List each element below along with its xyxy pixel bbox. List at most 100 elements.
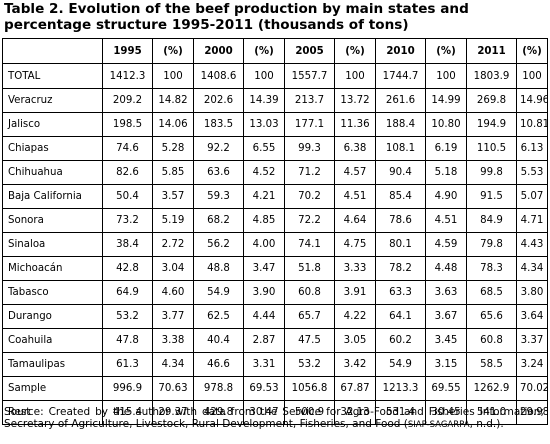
value-cell: 3.90 [243,280,285,305]
value-cell: 3.63 [425,280,467,305]
value-cell: 53.2 [102,304,153,329]
value-cell: 5.53 [516,160,548,185]
value-cell: 1408.6 [193,63,244,89]
value-cell: 85.4 [375,184,426,209]
header-cell: (%) [425,38,467,64]
value-cell: 269.8 [466,88,517,113]
value-cell: 54.9 [375,352,426,377]
value-cell: 14.06 [152,112,194,137]
value-cell: 4.75 [334,232,376,257]
header-cell: (%) [516,38,548,64]
source-note: Source: Created by the author with data … [4,406,544,431]
value-cell: 70.02 [516,376,548,401]
value-cell: 13.03 [243,112,285,137]
value-cell: 72.2 [284,208,335,233]
table-row: Chiapas 74.6 5.28 92.2 6.55 99.3 6.38 108.1 6.19… [2,136,548,161]
value-cell: 6.13 [516,136,548,161]
value-cell: 69.53 [243,376,285,401]
state-name-cell: Tamaulipas [2,352,103,377]
value-cell: 14.39 [243,88,285,113]
value-cell: 4.48 [425,256,467,281]
value-cell: 63.3 [375,280,426,305]
table-row: Michoacán 42.8 3.04 48.8 3.47 51.8 3.33 78.2 4.4… [2,256,548,281]
value-cell: 261.6 [375,88,426,113]
value-cell: 63.6 [193,160,244,185]
value-cell: 4.59 [425,232,467,257]
value-cell: 62.5 [193,304,244,329]
value-cell: 68.2 [193,208,244,233]
value-cell: 78.2 [375,256,426,281]
value-cell: 51.8 [284,256,335,281]
value-cell: 1803.9 [466,63,517,89]
value-cell: 3.31 [243,352,285,377]
value-cell: 3.38 [152,328,194,353]
value-cell: 1744.7 [375,63,426,89]
header-row: 1995 (%) 2000 (%) 2005 (%) 2010 (%) 2011… [2,38,548,64]
state-name-cell: TOTAL [2,63,103,89]
value-cell: 100 [243,63,285,89]
state-name-cell: Jalisco [2,112,103,137]
value-cell: 1412.3 [102,63,153,89]
value-cell: 3.64 [516,304,548,329]
state-name-cell: Chihuahua [2,160,103,185]
value-cell: 59.3 [193,184,244,209]
value-cell: 14.96 [516,88,548,113]
header-cell: (%) [334,38,376,64]
value-cell: 177.1 [284,112,335,137]
value-cell: 209.2 [102,88,153,113]
value-cell: 4.44 [243,304,285,329]
state-name-cell: Sonora [2,208,103,233]
value-cell: 48.8 [193,256,244,281]
table-row: Sample 996.9 70.63 978.8 69.53 1056.8 67.87 121… [2,376,548,401]
state-name-cell: Rest [2,400,103,425]
header-cell: 2010 [375,38,426,64]
value-cell: 64.1 [375,304,426,329]
table-row: TOTAL 1412.3 100 1408.6 100 1557.7 100 1744.7 10… [2,63,548,89]
table-row: Tabasco 64.9 4.60 54.9 3.90 60.8 3.91 63.3 3.63 6… [2,280,548,305]
value-cell: 4.71 [516,208,548,233]
value-cell: 213.7 [284,88,335,113]
beef-production-table: 1995 (%) 2000 (%) 2005 (%) 2010 (%) 2011… [2,38,548,425]
value-cell: 78.6 [375,208,426,233]
table-row: Sinaloa 38.4 2.72 56.2 4.00 74.1 4.75 80.1 4.59 7… [2,232,548,257]
value-cell: 1213.3 [375,376,426,401]
value-cell: 30.47 [243,400,285,425]
value-cell: 64.9 [102,280,153,305]
value-cell: 56.2 [193,232,244,257]
value-cell: 70.2 [284,184,335,209]
value-cell: 78.3 [466,256,517,281]
table-row: Baja California 50.4 3.57 59.3 4.21 70.2 4.51 8… [2,184,548,209]
value-cell: 188.4 [375,112,426,137]
header-cell: (%) [152,38,194,64]
value-cell: 60.8 [466,328,517,353]
table-row: Coahuila 47.8 3.38 40.4 2.87 47.5 3.05 60.2 3.45… [2,328,548,353]
value-cell: 13.72 [334,88,376,113]
header-cell: 2011 [466,38,517,64]
value-cell: 80.1 [375,232,426,257]
value-cell: 65.6 [466,304,517,329]
table-row: Durango 53.2 3.77 62.5 4.44 65.7 4.22 64.1 3.67 6… [2,304,548,329]
value-cell: 53.2 [284,352,335,377]
value-cell: 99.3 [284,136,335,161]
value-cell: 6.19 [425,136,467,161]
value-cell: 108.1 [375,136,426,161]
value-cell: 4.52 [243,160,285,185]
value-cell: 54.9 [193,280,244,305]
header-cell: 2000 [193,38,244,64]
state-name-cell: Sample [2,376,103,401]
state-name-cell: Durango [2,304,103,329]
value-cell: 74.1 [284,232,335,257]
value-cell: 67.87 [334,376,376,401]
value-cell: 100 [334,63,376,89]
value-cell: 70.63 [152,376,194,401]
value-cell: 4.64 [334,208,376,233]
header-cell [2,38,103,64]
value-cell: 5.19 [152,208,194,233]
value-cell: 10.81 [516,112,548,137]
state-name-cell: Tabasco [2,280,103,305]
value-cell: 32.13 [334,400,376,425]
value-cell: 3.57 [152,184,194,209]
value-cell: 82.6 [102,160,153,185]
value-cell: 3.47 [243,256,285,281]
value-cell: 4.57 [334,160,376,185]
